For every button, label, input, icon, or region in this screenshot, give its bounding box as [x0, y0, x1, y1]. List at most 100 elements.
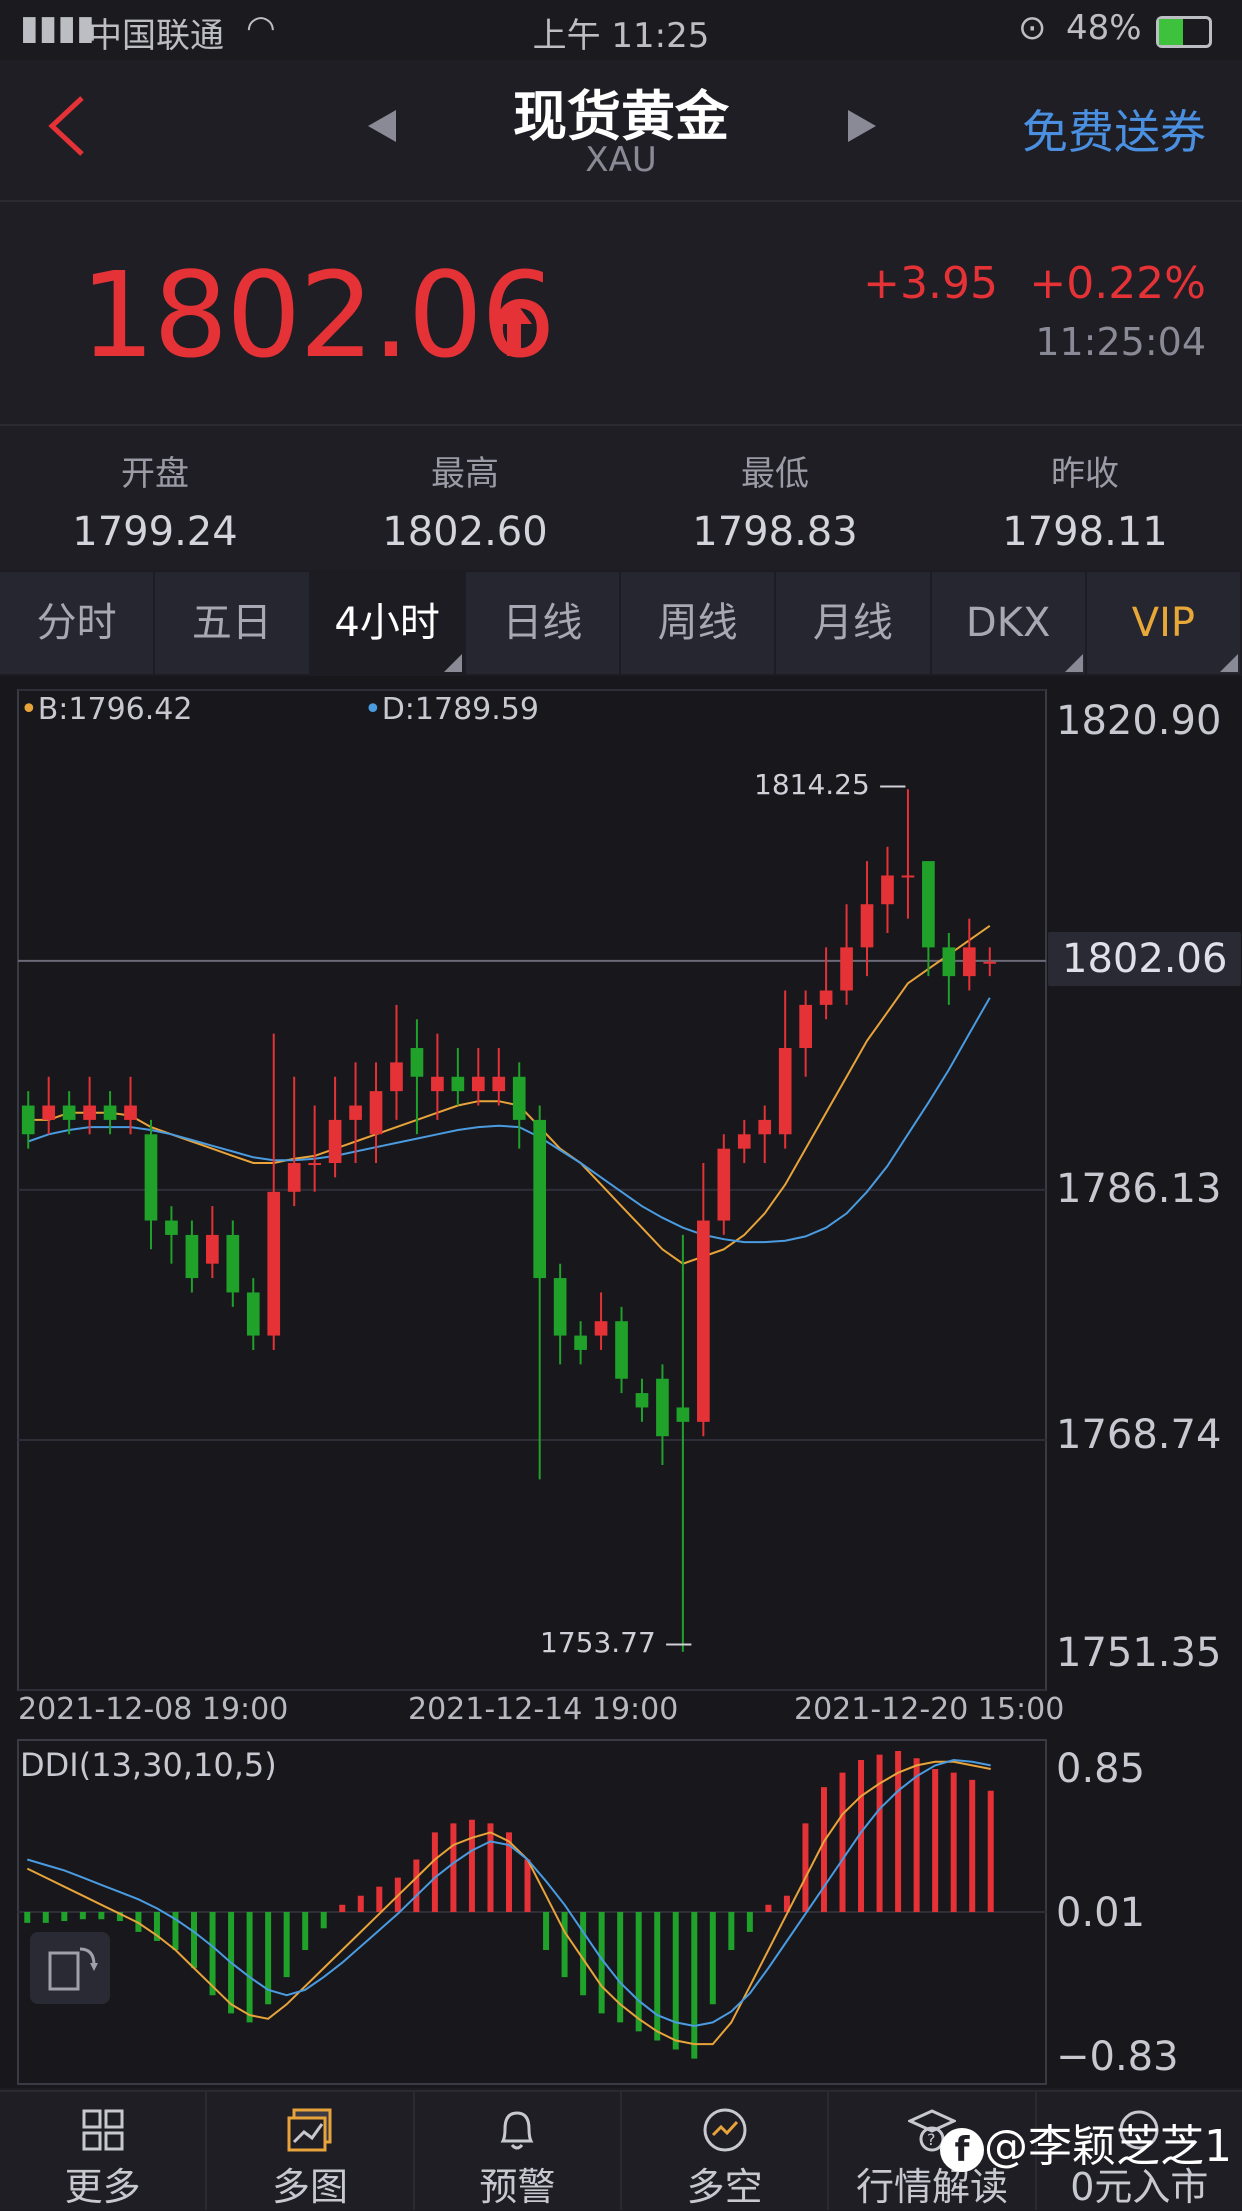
stat-open: 开盘 1799.24 — [0, 426, 310, 555]
tab-daily[interactable]: 日线 — [466, 572, 621, 674]
rotation-lock-icon: ⊙ — [1018, 8, 1047, 48]
candle-body — [922, 861, 935, 948]
current-price: 1802.06 — [80, 246, 556, 384]
watermark-text: @李颖芝芝1 — [984, 2121, 1232, 2172]
candle-body — [656, 1378, 669, 1437]
stat-high: 最高 1802.60 — [310, 426, 620, 555]
indicator-title[interactable]: DDI(13,30,10,5) — [20, 1746, 277, 1784]
stat-low: 最低 1798.83 — [620, 426, 930, 555]
candle-body — [635, 1393, 649, 1408]
tab-monthly[interactable]: 月线 — [776, 572, 932, 674]
ddi-tick-label: 0.01 — [1056, 1890, 1146, 1936]
stat-value: 1802.60 — [382, 509, 548, 555]
candle-body — [676, 1407, 690, 1422]
stats-row: 开盘 1799.24 最高 1802.60 最低 1798.83 昨收 1798… — [0, 426, 1242, 570]
candle-body — [962, 947, 976, 977]
nav-more[interactable]: 更多 — [0, 2092, 208, 2210]
nav-label: 行情解读 — [855, 2165, 1008, 2209]
candle-body — [553, 1278, 567, 1336]
min-price-value: 1753.77 — [540, 1626, 656, 1659]
free-voucher-button[interactable]: 免费送券 — [1022, 105, 1206, 159]
nav-label: 多图 — [271, 2165, 348, 2209]
nav-label: 更多 — [64, 2165, 141, 2209]
battery-icon — [1156, 16, 1212, 48]
back-arrow-icon[interactable] — [44, 94, 88, 158]
candle-body — [840, 947, 853, 991]
quote-time: 11:25:04 — [1035, 320, 1206, 364]
nav-zero-entry[interactable]: 0元入市 — [1037, 2092, 1242, 2210]
candle-body — [308, 1163, 321, 1166]
candle-body — [431, 1076, 444, 1092]
period-tabs: 分时 五日 4小时 日线 周线 月线 DKX VIP — [0, 572, 1242, 674]
rotate-screen-button[interactable] — [30, 1932, 110, 2004]
candle-body — [246, 1292, 260, 1336]
legend-d-value: D:1789.59 — [381, 692, 539, 727]
price-block: 1802.06 +3.95 +0.22% 11:25:04 — [0, 202, 1242, 426]
stat-prev-close: 昨收 1798.11 — [930, 426, 1240, 555]
tab-label: VIP — [1131, 600, 1196, 646]
tab-weekly[interactable]: 周线 — [621, 572, 777, 674]
candle-body — [21, 1105, 35, 1135]
candle-body — [144, 1134, 158, 1221]
legend-b: •B:1796.42 — [20, 692, 193, 727]
header: 现货黄金 XAU 免费送券 — [0, 60, 1242, 202]
carrier-label: 中国联通 — [88, 16, 224, 56]
candle-body — [451, 1076, 465, 1092]
ddi-tick-label: −0.83 — [1056, 2034, 1179, 2080]
candle-body — [62, 1105, 76, 1120]
nav-multi-chart[interactable]: 多图 — [207, 2092, 415, 2210]
corner-indicator-icon — [1220, 654, 1238, 672]
candle-body — [83, 1105, 96, 1120]
candle-body — [717, 1148, 731, 1221]
candle-body — [369, 1091, 383, 1135]
candle-body — [574, 1335, 587, 1350]
clock-label: 上午 11:25 — [532, 16, 710, 56]
candle-body — [860, 904, 874, 948]
candle-body — [410, 1048, 424, 1077]
y-tick-label: 1768.74 — [1056, 1412, 1222, 1458]
ma-d-line — [27, 997, 991, 1244]
tab-dkx[interactable]: DKX — [932, 572, 1087, 674]
candle-body — [512, 1076, 526, 1120]
candle-body — [185, 1234, 199, 1279]
candle-body — [226, 1234, 240, 1293]
battery-label: 48% — [1066, 8, 1142, 48]
watermark: f @李颖芝芝1 — [940, 2110, 1232, 2174]
candle-body — [124, 1105, 137, 1120]
y-tick-label: 1820.90 — [1056, 698, 1222, 744]
candle-body — [390, 1062, 403, 1092]
candle-body — [349, 1105, 362, 1120]
candle-body — [42, 1105, 56, 1120]
instrument-code: XAU — [585, 140, 657, 180]
nav-label: 预警 — [479, 2165, 556, 2209]
candle-body — [328, 1119, 342, 1164]
prev-instrument-icon[interactable] — [366, 108, 398, 144]
facebook-logo-icon: f — [940, 2128, 984, 2172]
candle-body — [819, 990, 833, 1005]
stat-value: 1799.24 — [72, 509, 238, 555]
nav-market-interpretation[interactable]: ? 行情解读 — [829, 2092, 1037, 2210]
nav-label: 0元入市 — [1070, 2165, 1209, 2209]
candle-body — [103, 1105, 117, 1120]
nav-long-short[interactable]: 多空 — [622, 2092, 830, 2210]
legend-b-value: B:1796.42 — [37, 692, 193, 727]
nav-alert[interactable]: 预警 — [415, 2092, 622, 2210]
stat-label: 开盘 — [121, 454, 189, 494]
candle-body — [942, 947, 956, 977]
stat-value: 1798.11 — [1002, 509, 1168, 555]
candlestick-chart[interactable] — [0, 676, 1242, 2088]
max-price-value: 1814.25 — [754, 768, 870, 801]
next-instrument-icon[interactable] — [846, 108, 878, 144]
y-tick-label: 1751.35 — [1056, 1630, 1222, 1676]
tab-vip[interactable]: VIP — [1087, 572, 1242, 674]
svg-text:?: ? — [927, 2130, 936, 2149]
signal-icon: ▮▮▮▮ — [20, 8, 95, 48]
tab-4-hour[interactable]: 4小时 — [310, 572, 466, 674]
change-percent: +0.22% — [1029, 258, 1206, 309]
tab-five-day[interactable]: 五日 — [155, 572, 311, 674]
tab-label: DKX — [965, 600, 1051, 646]
multi-chart-icon — [286, 2106, 334, 2154]
chart-area[interactable]: •B:1796.42 •D:1789.59 1820.90 1786.13 17… — [0, 676, 1242, 2088]
candle-body — [881, 875, 894, 905]
tab-intraday[interactable]: 分时 — [0, 572, 156, 674]
